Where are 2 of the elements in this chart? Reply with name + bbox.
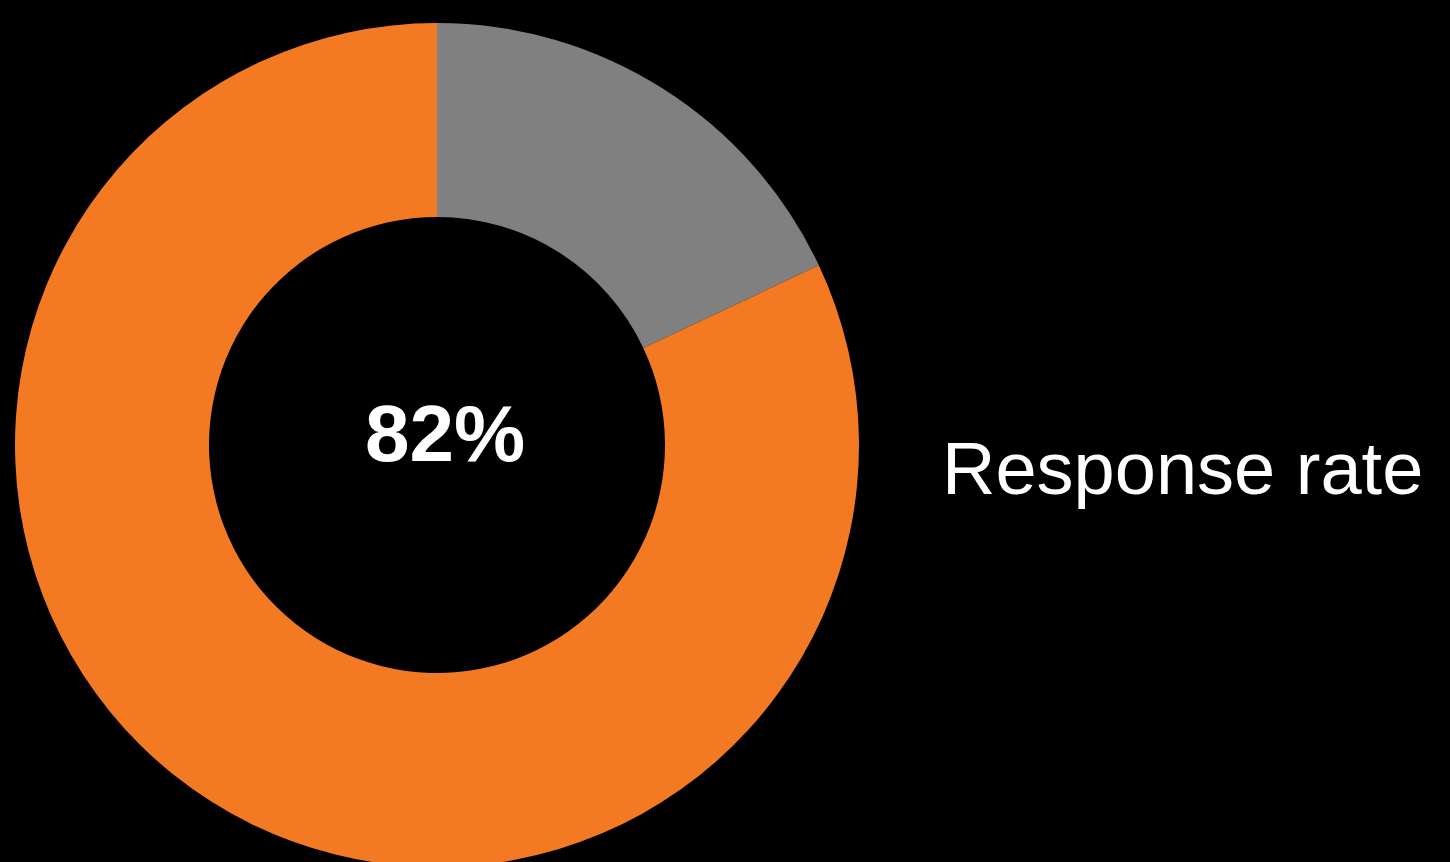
text: 82%: [364, 389, 526, 478]
text: Response rate: [942, 427, 1424, 510]
